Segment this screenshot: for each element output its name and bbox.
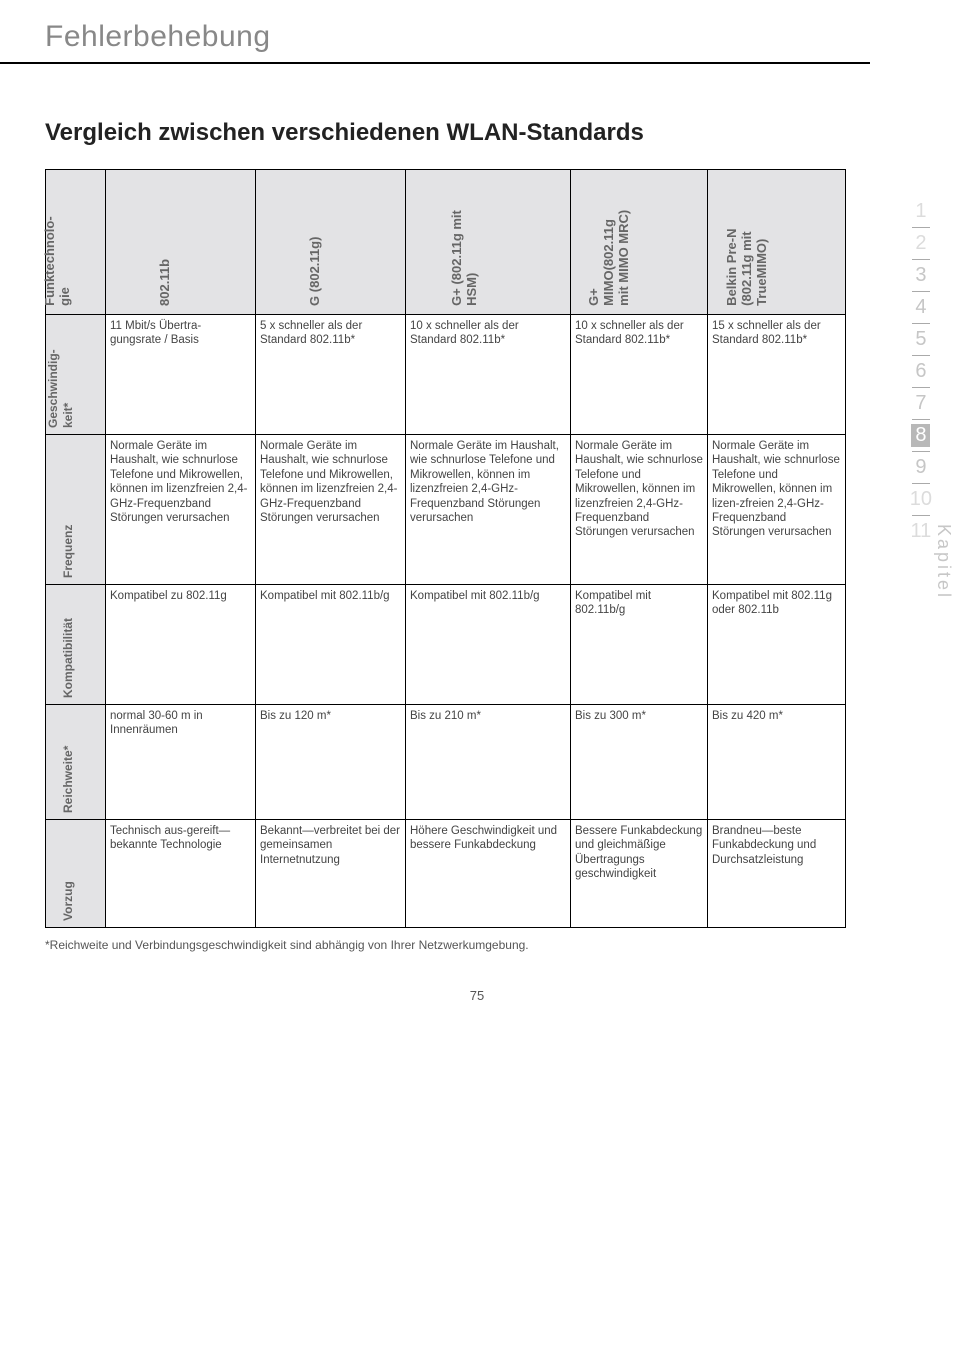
- nav-separator: [912, 259, 930, 260]
- page-number: 75: [0, 988, 954, 1003]
- chapter-link-1[interactable]: 1: [910, 200, 932, 223]
- chapter-nav: 1 2 3 4 5 6 7 8 9 10 11: [910, 200, 932, 547]
- cell: Kompatibel mit 802.11g oder 802.11b: [708, 585, 846, 705]
- cell: Bessere Funkabdeckung und gleichmäßige Ü…: [571, 820, 708, 928]
- cell: 15 x schneller als der Standard 802.11b*: [708, 315, 846, 435]
- cell: Bis zu 300 m*: [571, 705, 708, 820]
- comparison-table: Funktechnolo-gie 802.11b G (802.11g) G+ …: [45, 169, 845, 928]
- cell: Normale Geräte im Haushalt, wie schnurlo…: [571, 435, 708, 585]
- page-header: Fehlerbehebung: [0, 0, 870, 64]
- kapitel-label: Kapitel: [933, 524, 954, 600]
- footnote: *Reichweite und Verbindungsgeschwindigke…: [45, 938, 954, 952]
- chapter-link-2[interactable]: 2: [910, 232, 932, 255]
- col-header-4: G+MIMO(802.11gmit MIMO MRC): [571, 170, 708, 315]
- section-title: Vergleich zwischen verschiedenen WLAN-St…: [0, 64, 954, 169]
- cell: Kompatibel zu 802.11g: [106, 585, 256, 705]
- row-label-compat: Kompatibilität: [46, 585, 106, 705]
- header-row: Funktechnolo-gie 802.11b G (802.11g) G+ …: [46, 170, 846, 315]
- row-compat: Kompatibilität Kompatibel zu 802.11g Kom…: [46, 585, 846, 705]
- nav-separator: [912, 419, 930, 420]
- cell: 11 Mbit/s Übertra-gungsrate / Basis: [106, 315, 256, 435]
- chapter-link-4[interactable]: 4: [910, 296, 932, 319]
- cell: Bis zu 420 m*: [708, 705, 846, 820]
- row-advantage: Vorzug Technisch aus-gereift—bekannte Te…: [46, 820, 846, 928]
- nav-separator: [912, 323, 930, 324]
- nav-separator: [912, 451, 930, 452]
- cell: 10 x schneller als der Standard 802.11b*: [406, 315, 571, 435]
- row-speed: Geschwindig-keit* 11 Mbit/s Übertra-gung…: [46, 315, 846, 435]
- cell: 10 x schneller als der Standard 802.11b*: [571, 315, 708, 435]
- chapter-link-7[interactable]: 7: [910, 392, 932, 415]
- row-range: Reichweite* normal 30-60 m in Innenräume…: [46, 705, 846, 820]
- chapter-link-6[interactable]: 6: [910, 360, 932, 383]
- chapter-link-10[interactable]: 10: [910, 488, 932, 511]
- chapter-link-9[interactable]: 9: [910, 456, 932, 479]
- cell: Höhere Geschwindigkeit und bessere Funka…: [406, 820, 571, 928]
- chapter-link-11[interactable]: 11: [910, 520, 932, 543]
- cell: Normale Geräte im Haushalt, wie schnurlo…: [708, 435, 846, 585]
- col-header-3: G+ (802.11g mitHSM): [406, 170, 571, 315]
- nav-separator: [912, 355, 930, 356]
- cell: Kompatibel mit 802.11b/g: [256, 585, 406, 705]
- nav-separator: [912, 387, 930, 388]
- cell: Kompatibel mit 802.11b/g: [406, 585, 571, 705]
- nav-separator: [912, 291, 930, 292]
- col-header-1: 802.11b: [106, 170, 256, 315]
- nav-separator: [912, 515, 930, 516]
- cell: Normale Geräte im Haushalt, wie schnurlo…: [406, 435, 571, 585]
- row-label-speed: Geschwindig-keit*: [46, 315, 106, 435]
- chapter-link-8[interactable]: 8: [910, 424, 932, 447]
- nav-separator: [912, 227, 930, 228]
- cell: normal 30-60 m in Innenräumen: [106, 705, 256, 820]
- cell: Bis zu 120 m*: [256, 705, 406, 820]
- cell: Kompatibel mit 802.11b/g: [571, 585, 708, 705]
- cell: Brandneu—beste Funkabdeckung und Durchsa…: [708, 820, 846, 928]
- chapter-link-5[interactable]: 5: [910, 328, 932, 351]
- row-label-frequency: Frequenz: [46, 435, 106, 585]
- nav-separator: [912, 483, 930, 484]
- row-label-advantage: Vorzug: [46, 820, 106, 928]
- col-header-2: G (802.11g): [256, 170, 406, 315]
- cell: 5 x schneller als der Standard 802.11b*: [256, 315, 406, 435]
- row-frequency: Frequenz Normale Geräte im Haushalt, wie…: [46, 435, 846, 585]
- col-header-5: Belkin Pre-N(802.11g mitTrueMIMO): [708, 170, 846, 315]
- cell: Bekannt—verbreitet bei der gemeinsamen I…: [256, 820, 406, 928]
- cell: Normale Geräte im Haushalt, wie schnurlo…: [256, 435, 406, 585]
- cell: Normale Geräte im Haushalt, wie schnurlo…: [106, 435, 256, 585]
- row-label-range: Reichweite*: [46, 705, 106, 820]
- chapter-link-3[interactable]: 3: [910, 264, 932, 287]
- cell: Technisch aus-gereift—bekannte Technolog…: [106, 820, 256, 928]
- cell: Bis zu 210 m*: [406, 705, 571, 820]
- col-header-tech: Funktechnolo-gie: [46, 170, 106, 315]
